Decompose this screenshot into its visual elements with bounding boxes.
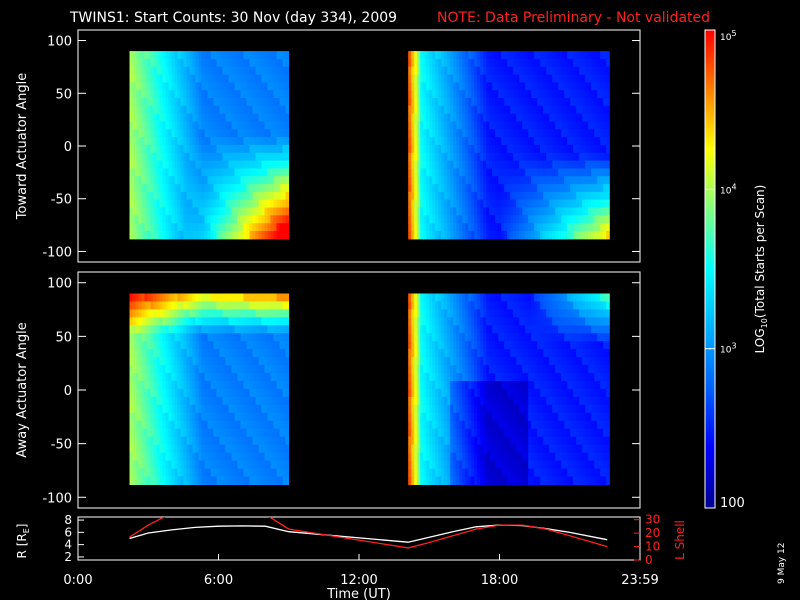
r-tick-label: 2: [64, 550, 72, 564]
colorbar-ticks: 105 104 103 100: [705, 29, 745, 511]
toward-heatmap: [129, 51, 610, 240]
colorbar-gradient: [704, 29, 716, 509]
chart-title: TWINS1: Start Counts: 30 Nov (day 334), …: [69, 10, 397, 26]
colorbar-tick-label: 104: [720, 182, 737, 196]
toward-y-label: Toward Actuator Angle: [15, 73, 30, 220]
x-axis-label: Time (UT): [326, 587, 391, 600]
y-tick-label: 0: [64, 384, 72, 399]
y-tick-label: 100: [47, 277, 72, 292]
preliminary-note: NOTE: Data Preliminary - Not validated: [437, 10, 710, 26]
r-axis-label: R [RE]: [15, 524, 31, 559]
lshell-tick-label: 30: [645, 513, 660, 527]
colorbar-tick-label: 103: [720, 342, 737, 356]
lshell-axis-label: L Shell: [673, 520, 687, 560]
toward-y-axis: 100 50 0 -50 -100: [42, 35, 640, 260]
colorbar-label: LOG10(Total Starts per Scan): [753, 185, 769, 354]
x-tick-label: 0:00: [63, 573, 92, 588]
lshell-tick-label: 10: [645, 540, 660, 554]
r-tick-label: 6: [64, 525, 72, 539]
y-tick-label: 50: [55, 330, 72, 345]
away-panel: 100 50 0 -50 -100 Away Actuator Angle: [15, 271, 641, 509]
x-tick-label: 18:00: [481, 573, 518, 588]
x-tick-label: 12:00: [340, 573, 377, 588]
x-tick-label: 23:59: [621, 573, 658, 588]
y-tick-label: -50: [51, 193, 72, 208]
lshell-tick-label: 0: [645, 553, 653, 567]
y-tick-label: 100: [47, 35, 72, 50]
colorbar-tick-label: 105: [720, 29, 737, 43]
away-y-label: Away Actuator Angle: [15, 322, 30, 457]
away-heatmap: [129, 293, 610, 485]
colorbar: 105 104 103 100 LOG10(Total Starts per Scan…: [704, 29, 769, 511]
toward-panel: 100 50 0 -50 -100 Toward Actuator Angle: [15, 29, 641, 263]
y-tick-label: 50: [55, 87, 72, 102]
orbit-lines: [129, 517, 608, 549]
colorbar-tick-label: 100: [720, 496, 745, 511]
y-tick-label: -100: [42, 245, 72, 260]
r-tick-label: 4: [64, 538, 72, 552]
away-y-axis: 100 50 0 -50 -100: [42, 277, 640, 506]
y-tick-label: 0: [64, 140, 72, 155]
y-tick-label: -100: [42, 491, 72, 506]
lshell-line: [129, 517, 608, 549]
r-tick-label: 8: [64, 513, 72, 527]
y-tick-label: -50: [51, 438, 72, 453]
lshell-tick-label: 20: [645, 526, 660, 540]
side-date-stamp: 9 May 12: [777, 542, 787, 584]
x-tick-label: 6:00: [204, 573, 233, 588]
